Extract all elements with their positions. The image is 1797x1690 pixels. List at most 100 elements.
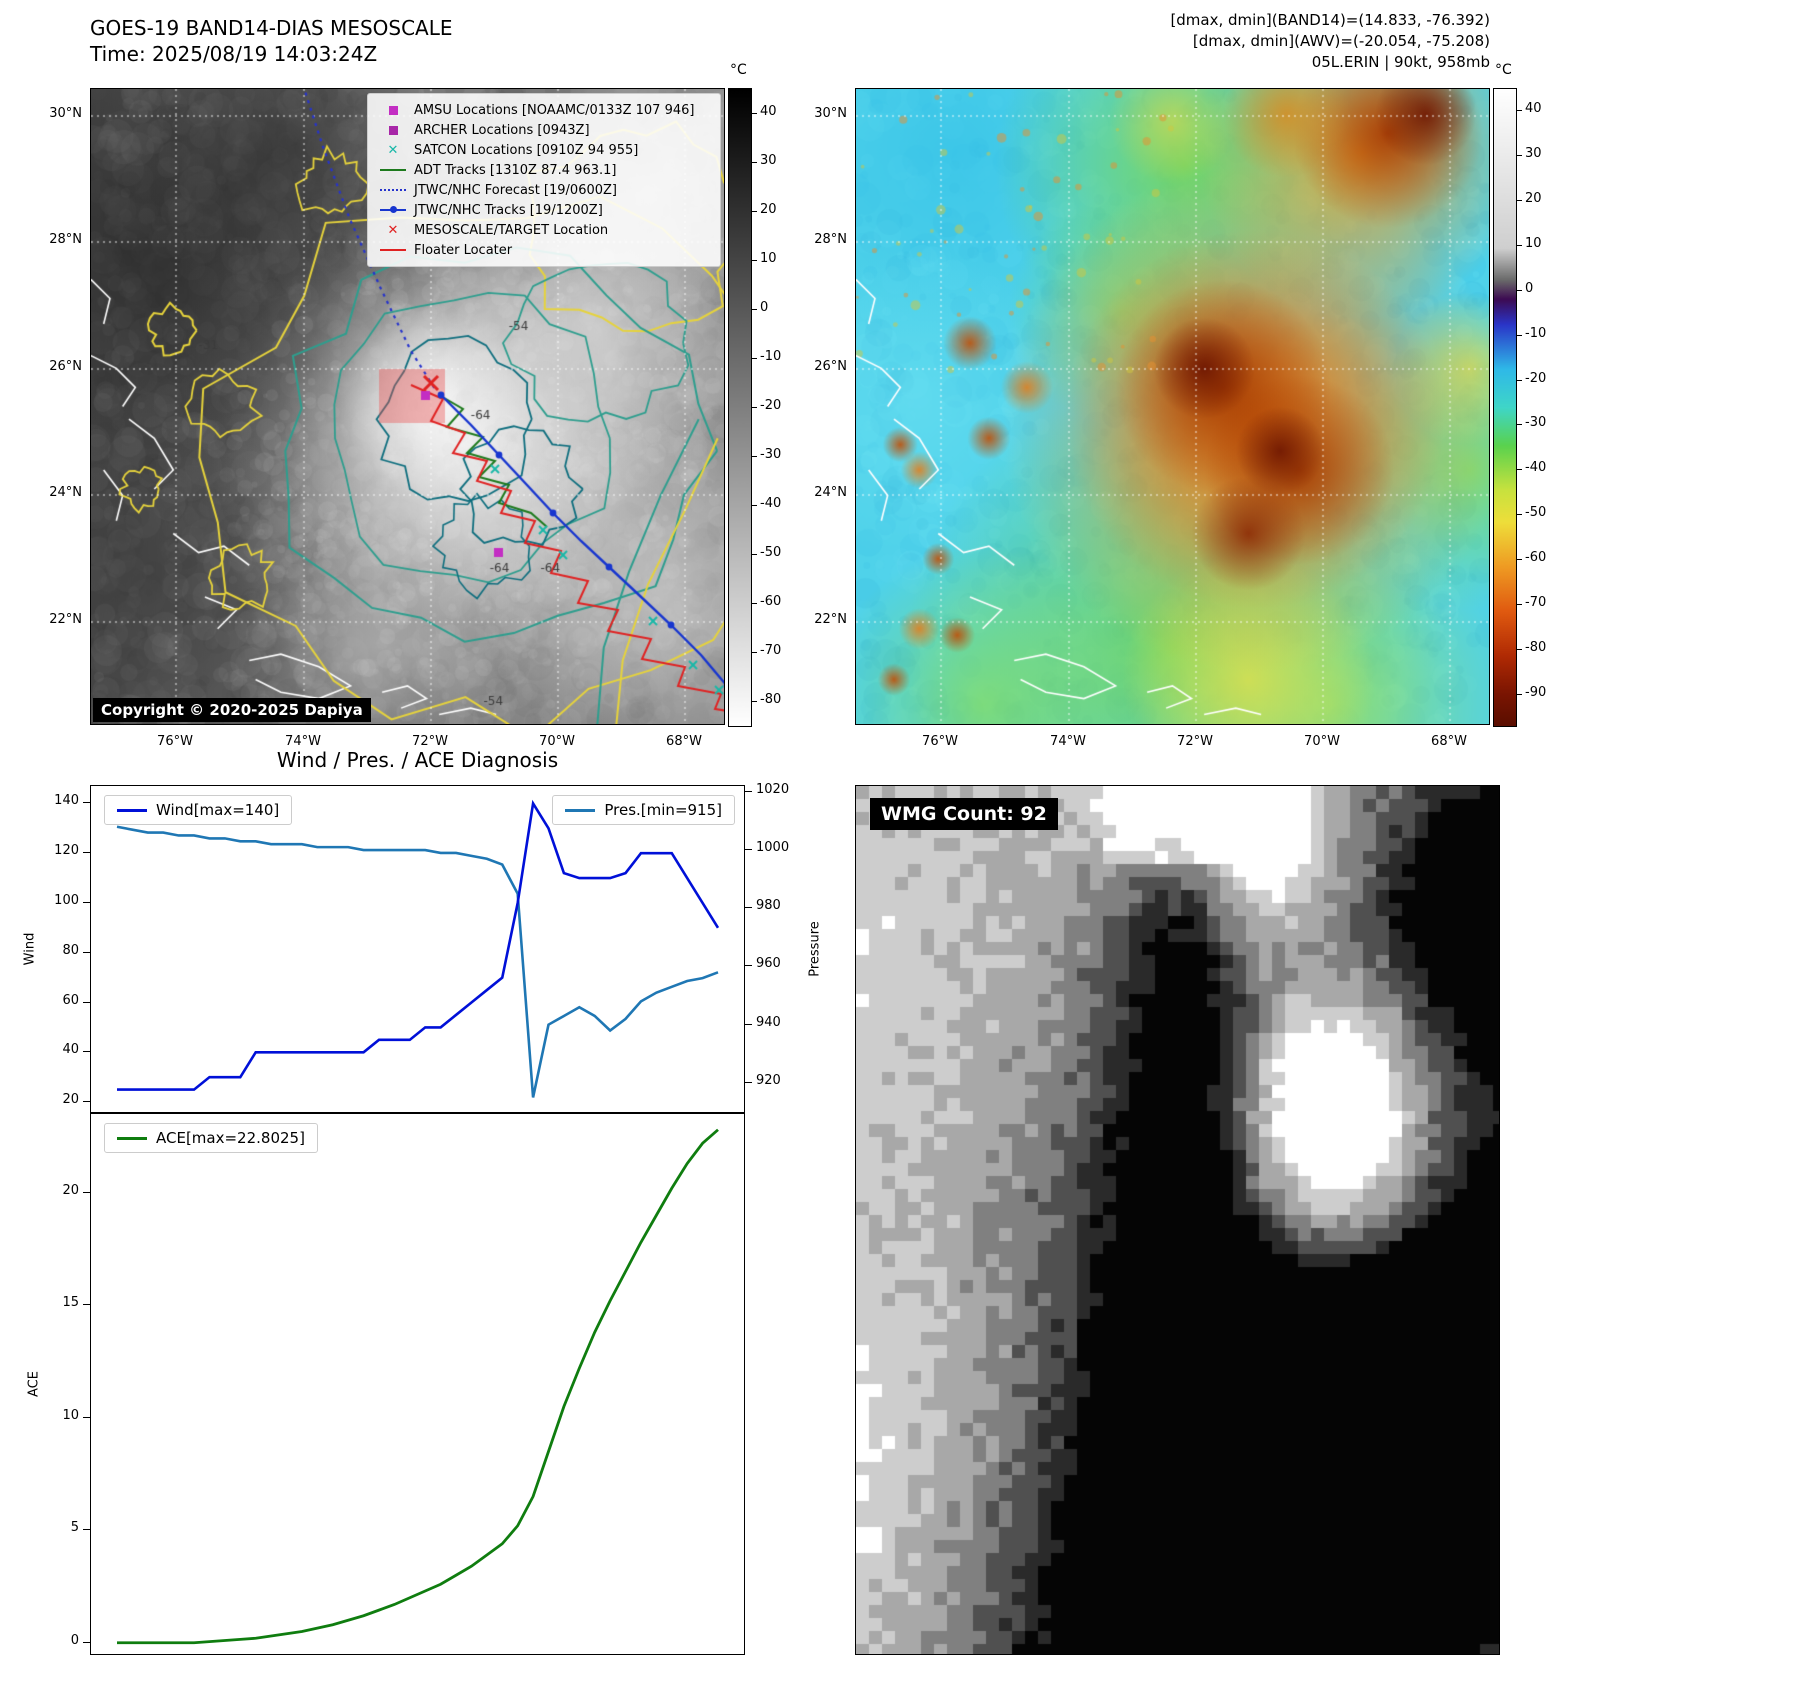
tick-mark	[83, 1641, 90, 1643]
floater-marker-icon	[378, 249, 408, 251]
colorbar-tick-label: 40	[760, 103, 777, 119]
pressure-axis-label: Pressure	[807, 921, 823, 977]
wind-tick-label: 60	[62, 992, 79, 1008]
lat-tick-label: 28°N	[49, 232, 82, 247]
colorbar-tick-label: -40	[1525, 460, 1547, 476]
wind-tick-label: 80	[62, 942, 79, 958]
colorbar-tick-label: -90	[1525, 684, 1547, 700]
colorbar-tick-label: -10	[760, 348, 782, 364]
jtwc-forecast-marker-icon	[378, 189, 408, 191]
pressure-tick-label: 1020	[756, 781, 790, 797]
ace-tick-label: 5	[70, 1520, 79, 1536]
legend-label: MESOSCALE/TARGET Location	[414, 222, 609, 238]
lat-tick-label: 24°N	[49, 485, 82, 500]
tick-mark	[1517, 514, 1522, 516]
tick-mark	[752, 455, 757, 457]
tick-mark	[752, 112, 757, 114]
colorbar-tick-label: -60	[760, 593, 782, 609]
colorbar-tick-label: 20	[1525, 191, 1542, 207]
legend-item-adt-tracks: ADT Tracks [1310Z 87.4 963.1]	[378, 160, 710, 180]
lat-tick-label: 30°N	[814, 106, 847, 121]
band14-title: GOES-19 BAND14-DIAS MESOSCALE	[90, 16, 453, 40]
pressure-tick-label: 980	[756, 898, 781, 914]
tick-mark	[1517, 379, 1522, 381]
band14-time-label: Time: 2025/08/19 14:03:24Z	[90, 42, 378, 66]
tick-mark	[83, 1051, 90, 1053]
colorbar-tick-label: 0	[760, 299, 769, 315]
colorbar-tick-label: -80	[1525, 639, 1547, 655]
ace-tick-label: 0	[70, 1632, 79, 1648]
legend-label: JTWC/NHC Tracks [19/1200Z]	[414, 202, 603, 218]
tick-mark	[745, 1081, 752, 1083]
legend-label: AMSU Locations [NOAAMC/0133Z 107 946]	[414, 102, 695, 118]
lon-tick-label: 68°W	[1431, 734, 1467, 749]
colorbar-tick-label: -30	[1525, 415, 1547, 431]
wind-line-icon	[117, 808, 147, 812]
tick-mark	[1517, 110, 1522, 112]
lat-tick-label: 28°N	[814, 232, 847, 247]
legend-label: Floater Locater	[414, 242, 513, 258]
pressure-tick-label: 920	[756, 1072, 781, 1088]
legend-item-jtwc-tracks: JTWC/NHC Tracks [19/1200Z]	[378, 200, 710, 220]
colorbar-tick-label: 10	[760, 250, 777, 266]
storm-status-label: 05L.ERIN | 90kt, 958mb	[1311, 53, 1490, 71]
wind-tick-label: 100	[54, 892, 79, 908]
tick-mark	[83, 852, 90, 854]
legend-item-archer: ARCHER Locations [0943Z]	[378, 120, 710, 140]
pressure-tick-label: 1000	[756, 840, 790, 856]
pressure-line-icon	[565, 808, 596, 812]
legend-item-floater: Floater Locater	[378, 240, 710, 260]
satcon-marker-icon: ✕	[387, 142, 399, 158]
jtwc-tracks-marker-icon	[378, 206, 408, 213]
tick-mark	[752, 700, 757, 702]
ace-chart	[90, 1113, 745, 1655]
colorbar-tick-label: -40	[760, 495, 782, 511]
tick-mark	[752, 553, 757, 555]
diagnosis-title: Wind / Pres. / ACE Diagnosis	[276, 748, 559, 772]
tick-mark	[83, 901, 90, 903]
ace-plot	[117, 1128, 719, 1645]
wind-axis-label: Wind	[22, 932, 38, 966]
colorbar-tick-label: -50	[1525, 505, 1547, 521]
lat-tick-label: 22°N	[49, 612, 82, 627]
legend-item-satcon: ✕ SATCON Locations [0910Z 94 955]	[378, 140, 710, 160]
lon-tick-label: 70°W	[539, 734, 575, 749]
tick-mark	[83, 1416, 90, 1418]
tick-mark	[1517, 469, 1522, 471]
tick-mark	[745, 790, 752, 792]
tick-mark	[1517, 424, 1522, 426]
tick-mark	[752, 161, 757, 163]
colorbar-tick-label: -60	[1525, 550, 1547, 566]
tick-mark	[83, 951, 90, 953]
wind-pressure-plot	[116, 799, 720, 1098]
tick-mark	[1517, 648, 1522, 650]
ace-axis-label: ACE	[26, 1371, 42, 1397]
pressure-tick-label: 940	[756, 1014, 781, 1030]
lon-tick-label: 72°W	[412, 734, 448, 749]
ace-series-line	[117, 1128, 719, 1645]
tick-mark	[745, 965, 752, 967]
lon-tick-label: 70°W	[1304, 734, 1340, 749]
legend-label: JTWC/NHC Forecast [19/0600Z]	[414, 182, 617, 198]
band14-map-panel: AMSU Locations [NOAAMC/0133Z 107 946] ARC…	[90, 88, 725, 725]
awv-colorbar	[1493, 88, 1517, 727]
wmg-panel: WMG Count: 92	[855, 785, 1500, 1655]
lon-tick-label: 74°W	[285, 734, 321, 749]
ace-legend-label: ACE[max=22.8025]	[156, 1129, 305, 1147]
colorbar-tick-label: 0	[1525, 280, 1534, 296]
tick-mark	[752, 406, 757, 408]
band14-colorbar-unit: °C	[730, 62, 747, 78]
legend-label: ARCHER Locations [0943Z]	[414, 122, 590, 138]
tick-mark	[1517, 155, 1522, 157]
tick-mark	[745, 907, 752, 909]
lon-tick-label: 72°W	[1177, 734, 1213, 749]
tick-mark	[1517, 693, 1522, 695]
awv-header: [dmax, dmin](BAND14)=(14.833, -76.392) […	[855, 10, 1490, 73]
colorbar-tick-label: -20	[1525, 370, 1547, 386]
archer-marker-icon	[378, 125, 408, 135]
colorbar-tick-label: 10	[1525, 236, 1542, 251]
lon-tick-label: 68°W	[666, 734, 702, 749]
colorbar-tick-label: -10	[1525, 325, 1547, 341]
colorbar-tick-label: -70	[1525, 594, 1547, 610]
